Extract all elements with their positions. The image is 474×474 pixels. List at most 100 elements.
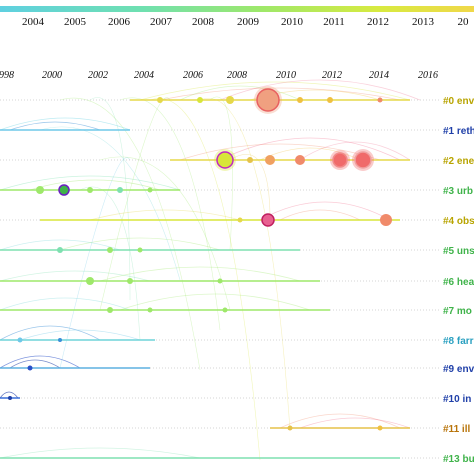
citation-node bbox=[8, 396, 12, 400]
citation-node bbox=[58, 338, 62, 342]
citation-arc bbox=[0, 270, 151, 282]
citation-node bbox=[287, 425, 293, 431]
cross-cluster-link bbox=[99, 97, 171, 311]
cross-cluster-link bbox=[209, 96, 233, 251]
color-bar-year-label: 2011 bbox=[323, 16, 345, 28]
cluster-label: #2 ene bbox=[443, 156, 474, 167]
citation-node bbox=[157, 97, 163, 103]
cluster-label: #5 uns bbox=[443, 246, 474, 257]
color-bar-year-label: 2013 bbox=[412, 16, 435, 28]
citation-node bbox=[17, 337, 23, 343]
citation-node bbox=[377, 97, 383, 103]
cross-cluster-link bbox=[229, 154, 271, 221]
color-bar-year-label: 2008 bbox=[192, 16, 215, 28]
timeline-year-label: 1998 bbox=[0, 70, 14, 81]
cross-cluster-link bbox=[89, 97, 131, 301]
citation-arc bbox=[299, 417, 411, 429]
citation-node bbox=[297, 97, 303, 103]
cluster-label: #8 farr bbox=[443, 336, 474, 347]
citation-arc bbox=[0, 297, 131, 311]
color-bar-year-label: 2010 bbox=[281, 16, 304, 28]
citation-node bbox=[327, 97, 333, 103]
citation-node bbox=[265, 155, 275, 165]
citation-arc bbox=[19, 329, 141, 341]
cluster-label: #7 mo bbox=[443, 306, 472, 317]
citation-nodes bbox=[8, 86, 392, 431]
citation-node bbox=[107, 307, 113, 313]
cross-cluster-link bbox=[79, 186, 141, 341]
citation-node bbox=[237, 217, 243, 223]
citation-arc bbox=[0, 447, 201, 459]
cluster-label: #1 reth bbox=[443, 126, 474, 137]
citation-node bbox=[147, 187, 153, 193]
citation-arc bbox=[0, 391, 19, 399]
timeline-year-label: 2012 bbox=[322, 70, 342, 81]
timeline-year-label: 2000 bbox=[42, 70, 62, 81]
citation-node bbox=[217, 278, 223, 284]
color-bar-year-label: 2012 bbox=[367, 16, 389, 28]
citation-arc bbox=[59, 237, 221, 251]
timeline-year-label: 2004 bbox=[134, 70, 154, 81]
citation-arc bbox=[89, 209, 241, 221]
citation-node bbox=[295, 155, 305, 165]
color-bar-year-label: 20 bbox=[458, 16, 470, 28]
cross-cluster-link bbox=[99, 156, 231, 311]
citation-arc bbox=[119, 293, 311, 311]
citation-arc bbox=[259, 201, 391, 221]
timeline-year-label: 2016 bbox=[418, 70, 438, 81]
citation-node bbox=[107, 247, 113, 253]
citation-node bbox=[86, 277, 94, 285]
color-bar-year-label: 2005 bbox=[64, 16, 87, 28]
citation-arc bbox=[0, 355, 81, 369]
cluster-label: #4 obs bbox=[443, 216, 474, 227]
citation-arc bbox=[179, 85, 301, 101]
citation-arc bbox=[0, 325, 101, 341]
timeline-axis: 1998 2000 2002 2004 2006 2008 2010 2012 2014 2016 bbox=[0, 70, 438, 81]
cluster-label: #10 in bbox=[443, 394, 471, 405]
cross-cluster-link bbox=[119, 97, 221, 331]
citation-node bbox=[27, 365, 33, 371]
year-color-bar bbox=[0, 6, 474, 12]
citation-node bbox=[380, 214, 392, 226]
citation-node bbox=[222, 307, 228, 313]
citation-arc bbox=[0, 117, 131, 131]
citation-node bbox=[261, 213, 275, 227]
citation-node bbox=[247, 157, 253, 163]
citation-node bbox=[197, 97, 203, 103]
timeline-year-label: 2002 bbox=[88, 70, 108, 81]
cross-cluster-link bbox=[59, 97, 201, 371]
citation-node bbox=[127, 278, 133, 284]
citation-node bbox=[377, 425, 383, 431]
citation-node bbox=[226, 96, 234, 104]
citation-arc bbox=[279, 413, 401, 429]
color-bar-year-label: 2007 bbox=[150, 16, 173, 28]
timeline-year-label: 2010 bbox=[276, 70, 296, 81]
citation-node bbox=[216, 151, 234, 169]
color-bar-year-label: 2006 bbox=[108, 16, 131, 28]
citation-node bbox=[354, 151, 372, 169]
citation-arc bbox=[279, 209, 361, 221]
citation-arc bbox=[0, 239, 121, 251]
cluster-label: #11 ill bbox=[443, 424, 470, 435]
cross-cluster-link bbox=[199, 98, 291, 431]
cluster-label: #3 urb bbox=[443, 186, 473, 197]
citation-node bbox=[332, 152, 348, 168]
cross-cluster-link bbox=[39, 126, 181, 281]
citation-arc bbox=[179, 143, 381, 161]
year-color-bar-labels: 2004 2005 2006 2007 2008 2009 2010 2011 2012 2013… bbox=[22, 16, 469, 28]
citation-arc bbox=[29, 179, 161, 191]
citation-arc bbox=[159, 87, 401, 101]
citation-arc bbox=[0, 175, 181, 191]
cluster-label: #9 env bbox=[443, 364, 474, 375]
cross-cluster-link bbox=[59, 157, 131, 369]
citation-arc bbox=[219, 137, 401, 161]
timeline-year-label: 2006 bbox=[183, 70, 203, 81]
citation-arc bbox=[219, 79, 421, 101]
citation-node bbox=[58, 184, 70, 196]
citation-node bbox=[137, 247, 143, 253]
citation-arc bbox=[99, 266, 301, 282]
citation-arc bbox=[299, 141, 411, 161]
citation-node bbox=[87, 187, 93, 193]
citation-arc bbox=[9, 359, 61, 369]
